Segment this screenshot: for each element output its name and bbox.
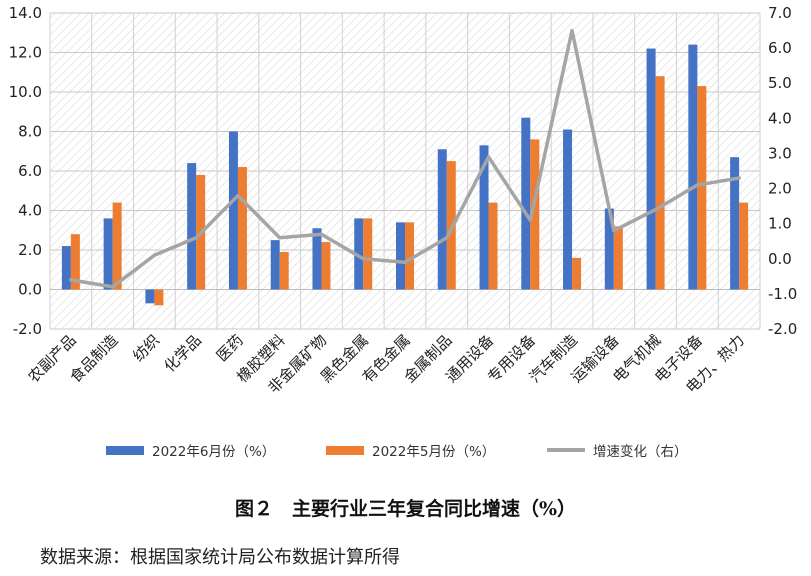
bar-may-2022 xyxy=(237,167,247,290)
bar-may-2022 xyxy=(697,86,707,290)
x-category-label: 医药 xyxy=(213,331,247,365)
legend-item-change: 增速变化（右） xyxy=(547,438,688,462)
bar-june-2022 xyxy=(187,163,197,290)
legend-swatch-may xyxy=(326,445,364,455)
legend: 2022年6月份（%） 2022年5月份（%） 增速变化（右） xyxy=(0,438,811,462)
legend-label-june: 2022年6月份（%） xyxy=(152,444,276,460)
bar-may-2022 xyxy=(321,242,331,290)
legend-label-change: 增速变化（右） xyxy=(593,444,688,460)
y-left-tick-label: 0.0 xyxy=(18,281,42,299)
bar-june-2022 xyxy=(354,218,364,290)
legend-label-may: 2022年5月份（%） xyxy=(372,444,496,460)
bar-may-2022 xyxy=(488,202,498,290)
bar-june-2022 xyxy=(396,222,405,290)
bar-may-2022 xyxy=(154,289,164,306)
y-right-tick-label: 3.0 xyxy=(768,144,792,162)
y-right-tick-label: 0.0 xyxy=(768,250,792,268)
bar-june-2022 xyxy=(145,289,155,304)
bar-may-2022 xyxy=(572,257,582,290)
figure-caption: 图２ 主要行业三年复合同比增速（%） xyxy=(234,498,577,520)
bar-may-2022 xyxy=(613,226,623,290)
chart: -2.0 0.0 2.0 4.0 6.0 8.0 10.0 12.0 14.0 -2.0 -1.0 0… xyxy=(9,4,798,397)
y-right-tick-label: -1.0 xyxy=(768,285,797,303)
x-category-label: 化学品 xyxy=(160,331,205,376)
bar-june-2022 xyxy=(312,228,322,290)
bar-june-2022 xyxy=(479,145,489,290)
y-right-tick-label: 7.0 xyxy=(768,4,792,22)
bar-may-2022 xyxy=(279,251,289,290)
bar-may-2022 xyxy=(739,202,749,290)
bar-may-2022 xyxy=(405,222,414,290)
bar-june-2022 xyxy=(730,157,740,290)
x-category-label: 纺织 xyxy=(129,331,163,365)
bar-june-2022 xyxy=(521,117,531,290)
legend-item-may: 2022年5月份（%） xyxy=(326,438,495,462)
bar-june-2022 xyxy=(228,131,238,290)
bar-june-2022 xyxy=(270,240,280,290)
bar-june-2022 xyxy=(103,218,113,290)
y-left-tick-label: 4.0 xyxy=(18,202,42,220)
y-left-tick-label: 14.0 xyxy=(9,4,42,22)
legend-swatch-june xyxy=(106,445,144,455)
y-right-tick-label: 5.0 xyxy=(768,74,792,92)
y-left-tick-label: 10.0 xyxy=(9,83,42,101)
bar-june-2022 xyxy=(646,48,656,290)
bar-june-2022 xyxy=(563,129,573,290)
y-right-tick-label: 4.0 xyxy=(768,109,792,127)
bar-june-2022 xyxy=(437,149,447,290)
y-right-tick-label: 1.0 xyxy=(768,215,792,233)
y-right-tick-label: 2.0 xyxy=(768,180,792,198)
y-left-tick-label: 6.0 xyxy=(18,162,42,180)
legend-item-june: 2022年6月份（%） xyxy=(106,438,275,462)
bar-june-2022 xyxy=(688,44,698,290)
data-source-note: 数据来源：根据国家统计局公布数据计算所得 xyxy=(40,547,400,568)
y-right-tick-label: -2.0 xyxy=(768,320,797,338)
bar-june-2022 xyxy=(604,208,614,290)
y-left-tick-label: 8.0 xyxy=(18,123,42,141)
bar-may-2022 xyxy=(530,139,540,290)
y-left-tick-label: 12.0 xyxy=(9,44,42,62)
y-left-tick-label: -2.0 xyxy=(13,320,42,338)
bar-may-2022 xyxy=(112,202,122,290)
bar-may-2022 xyxy=(70,234,80,290)
bar-may-2022 xyxy=(655,76,665,290)
bar-may-2022 xyxy=(363,218,373,290)
legend-swatch-change xyxy=(547,448,585,452)
y-left-tick-label: 2.0 xyxy=(18,241,42,259)
bar-june-2022 xyxy=(61,246,71,290)
y-right-tick-label: 6.0 xyxy=(768,39,792,57)
